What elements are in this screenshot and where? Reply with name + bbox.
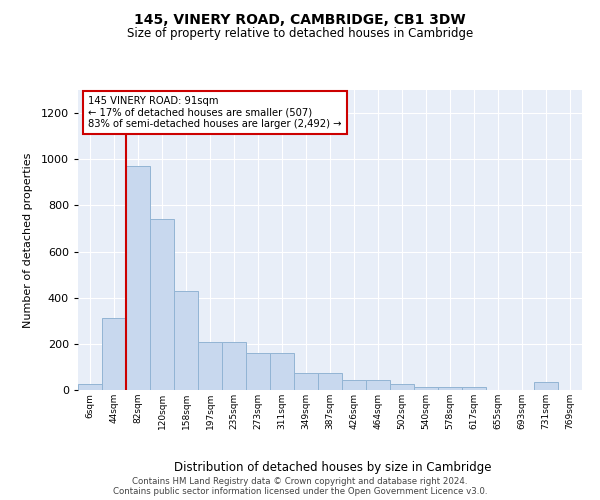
Bar — [270, 353, 294, 390]
Bar — [126, 166, 150, 390]
Bar — [78, 384, 102, 390]
Text: Distribution of detached houses by size in Cambridge: Distribution of detached houses by size … — [174, 461, 492, 474]
Bar — [222, 342, 246, 390]
Text: 145, VINERY ROAD, CAMBRIDGE, CB1 3DW: 145, VINERY ROAD, CAMBRIDGE, CB1 3DW — [134, 12, 466, 26]
Bar — [294, 372, 318, 390]
Y-axis label: Number of detached properties: Number of detached properties — [23, 152, 32, 328]
Bar — [534, 382, 558, 390]
Bar — [246, 353, 270, 390]
Text: Contains public sector information licensed under the Open Government Licence v3: Contains public sector information licen… — [113, 487, 487, 496]
Bar — [198, 342, 222, 390]
Bar — [102, 318, 126, 390]
Bar — [390, 384, 414, 390]
Bar — [438, 386, 462, 390]
Bar — [462, 386, 486, 390]
Text: Size of property relative to detached houses in Cambridge: Size of property relative to detached ho… — [127, 28, 473, 40]
Text: Contains HM Land Registry data © Crown copyright and database right 2024.: Contains HM Land Registry data © Crown c… — [132, 477, 468, 486]
Bar — [318, 372, 342, 390]
Bar — [150, 219, 174, 390]
Bar — [366, 380, 390, 390]
Text: 145 VINERY ROAD: 91sqm
← 17% of detached houses are smaller (507)
83% of semi-de: 145 VINERY ROAD: 91sqm ← 17% of detached… — [88, 96, 341, 129]
Bar — [414, 386, 438, 390]
Bar — [174, 291, 198, 390]
Bar — [342, 380, 366, 390]
